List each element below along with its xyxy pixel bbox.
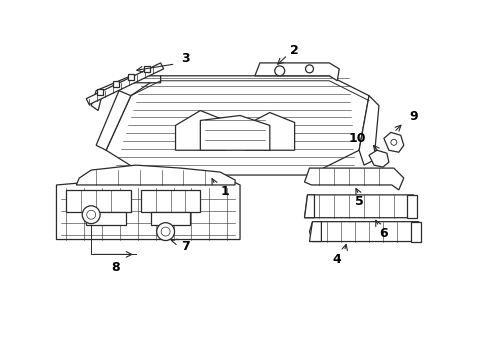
Polygon shape [66,190,131,212]
Polygon shape [91,76,161,111]
Circle shape [305,65,313,73]
Text: 3: 3 [181,53,189,66]
Polygon shape [97,89,102,95]
Text: 5: 5 [354,195,363,208]
Polygon shape [304,195,314,218]
Polygon shape [141,190,200,212]
Circle shape [156,223,174,240]
Polygon shape [106,76,368,175]
Circle shape [390,139,396,145]
Circle shape [86,210,96,219]
Polygon shape [383,132,403,152]
Polygon shape [150,212,190,225]
Polygon shape [410,222,420,242]
Polygon shape [406,195,416,218]
Circle shape [82,206,100,224]
Polygon shape [128,73,134,80]
Polygon shape [244,113,294,150]
Text: 7: 7 [181,240,189,253]
Polygon shape [144,66,150,72]
Polygon shape [86,212,126,225]
Polygon shape [86,63,163,105]
Circle shape [274,66,284,76]
Polygon shape [358,96,378,165]
Polygon shape [175,111,224,150]
Text: 1: 1 [220,185,229,198]
Polygon shape [200,116,269,150]
Text: 8: 8 [111,261,120,274]
Polygon shape [254,63,339,81]
Polygon shape [368,150,388,167]
Polygon shape [96,91,131,150]
Polygon shape [304,195,416,218]
Text: 2: 2 [290,44,298,57]
Text: 10: 10 [347,132,365,145]
Polygon shape [112,81,119,87]
Polygon shape [309,222,321,242]
Polygon shape [309,222,420,242]
Text: 6: 6 [379,227,387,240]
Polygon shape [76,165,235,185]
Polygon shape [304,168,403,190]
Text: 4: 4 [332,253,341,266]
Circle shape [161,227,170,236]
Polygon shape [56,175,240,239]
Text: 9: 9 [408,110,417,123]
